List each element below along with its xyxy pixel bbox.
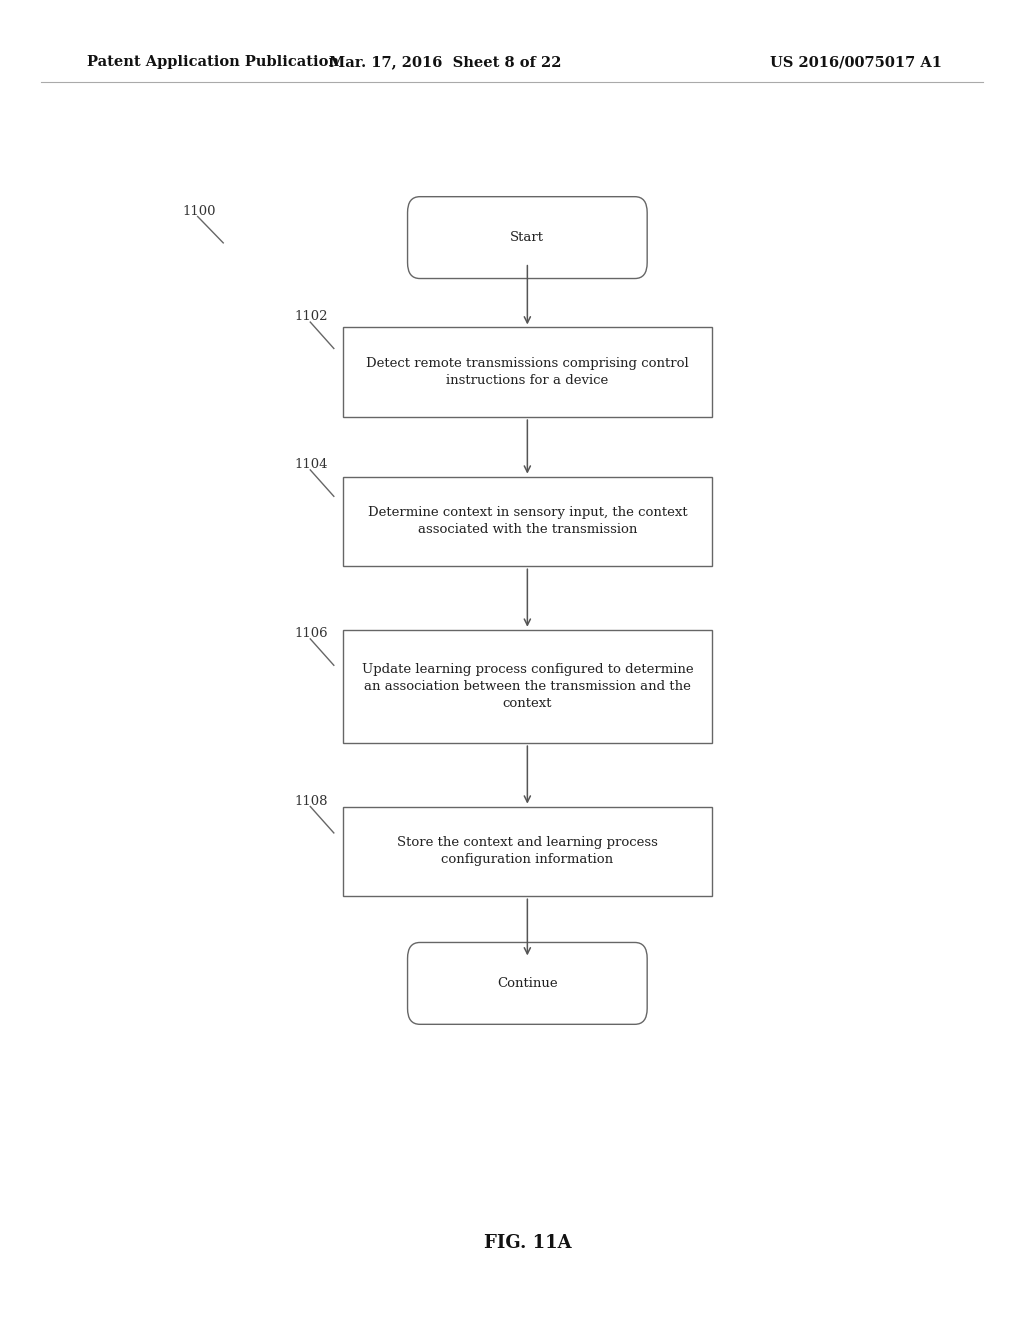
Text: Store the context and learning process
configuration information: Store the context and learning process c…	[397, 837, 657, 866]
Text: FIG. 11A: FIG. 11A	[483, 1234, 571, 1253]
FancyBboxPatch shape	[343, 631, 712, 742]
Text: 1108: 1108	[295, 795, 329, 808]
Text: Continue: Continue	[497, 977, 558, 990]
FancyBboxPatch shape	[343, 327, 712, 417]
FancyBboxPatch shape	[408, 197, 647, 279]
Text: Start: Start	[510, 231, 545, 244]
Text: 1106: 1106	[295, 627, 329, 640]
FancyBboxPatch shape	[343, 477, 712, 566]
Text: 1100: 1100	[182, 205, 216, 218]
Text: 1102: 1102	[295, 310, 329, 323]
Text: Update learning process configured to determine
an association between the trans: Update learning process configured to de…	[361, 663, 693, 710]
Text: Mar. 17, 2016  Sheet 8 of 22: Mar. 17, 2016 Sheet 8 of 22	[329, 55, 562, 69]
Text: US 2016/0075017 A1: US 2016/0075017 A1	[770, 55, 942, 69]
FancyBboxPatch shape	[343, 807, 712, 896]
Text: Determine context in sensory input, the context
associated with the transmission: Determine context in sensory input, the …	[368, 507, 687, 536]
Text: Patent Application Publication: Patent Application Publication	[87, 55, 339, 69]
Text: 1104: 1104	[295, 458, 329, 471]
Text: Detect remote transmissions comprising control
instructions for a device: Detect remote transmissions comprising c…	[366, 358, 689, 387]
FancyBboxPatch shape	[408, 942, 647, 1024]
